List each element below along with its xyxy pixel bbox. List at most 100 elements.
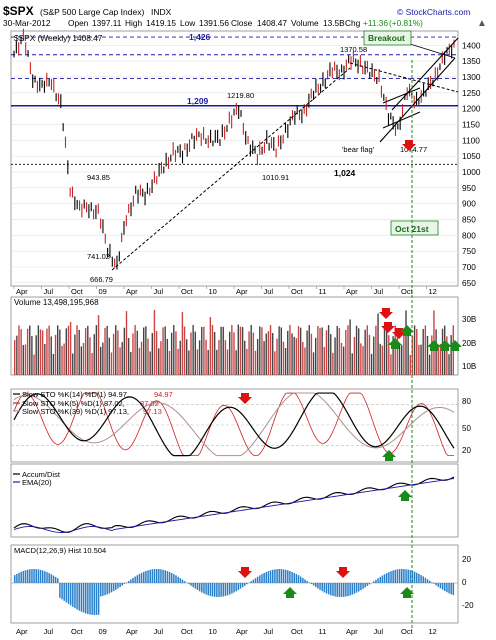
macd-hist-bar (33, 569, 35, 583)
volume-bar (65, 328, 67, 375)
macd-hist-bar (289, 571, 291, 583)
volume-bar (233, 332, 235, 375)
volume-bar (31, 336, 33, 375)
chg-value: +11.36 (363, 18, 388, 28)
sell-arrow-icon (238, 393, 252, 404)
chg-pct: (+0.81%) (389, 18, 423, 28)
macd-hist-bar (435, 583, 437, 586)
volume-bar (282, 341, 285, 375)
macd-hist-bar (151, 569, 154, 583)
high-label: High (125, 18, 142, 28)
volume-bar (394, 325, 396, 375)
volume-bar (198, 340, 201, 375)
volume-bar (170, 332, 173, 375)
volume-bar (37, 325, 40, 375)
bear-flag-lower (382, 111, 421, 129)
macd-hist-bar (278, 569, 280, 583)
volume-bar (24, 344, 27, 375)
macd-hist-bar (269, 570, 272, 583)
macd-hist-bar (252, 579, 255, 583)
volume-bar (183, 326, 186, 375)
volume-bar (39, 329, 42, 375)
volume-bar (248, 331, 250, 375)
volume-bar (192, 325, 194, 375)
macd-hist-bar (76, 583, 78, 610)
volume-bar (263, 341, 265, 375)
macd-hist-bar (452, 583, 455, 596)
volume-bar (291, 333, 293, 375)
volume-bar (201, 326, 203, 375)
sto-legend-14-value: 94.97 (154, 390, 173, 399)
volume-bar (16, 335, 18, 375)
volume-bar (222, 326, 224, 375)
volume-bar (196, 349, 199, 375)
volume-bar (147, 338, 149, 375)
volume-bar (84, 328, 87, 375)
date: 30-Mar-2012 (3, 18, 51, 28)
volume-bar (325, 330, 328, 375)
symbol: $SPX (3, 4, 34, 18)
volume-bar (69, 321, 72, 375)
volume-bar (306, 330, 308, 375)
macd-hist-bar (37, 569, 40, 583)
volume-bar (26, 328, 29, 375)
volume-bar (117, 330, 119, 375)
macd-hist-bar (20, 571, 22, 583)
macd-hist-bar (205, 583, 207, 595)
volume-bar (220, 326, 222, 375)
volume-bar (155, 331, 158, 375)
macd-hist-bar (302, 577, 304, 583)
volume-bar (22, 344, 24, 375)
macd-hist-bar (138, 574, 141, 583)
ad-panel (10, 463, 459, 538)
scroll-up-icon[interactable]: ▲ (477, 18, 487, 29)
macd-hist-bar (209, 583, 212, 596)
x-tick-label: Apr (236, 627, 248, 636)
volume-bar (74, 334, 76, 375)
macd-hist-bar (340, 583, 343, 597)
volume-bar (342, 346, 345, 375)
macd-hist-bar (233, 583, 235, 593)
volume-bar (149, 351, 151, 375)
sto-tick-80: 80 (462, 397, 471, 406)
macd-hist-bar (420, 575, 422, 583)
sell-arrow-icon (381, 322, 395, 333)
volume-bar (269, 325, 272, 375)
macd-hist-bar (256, 576, 259, 583)
volume-bar (439, 344, 442, 375)
price-tick-label: 650 (462, 278, 476, 288)
macd-hist-bar (123, 583, 126, 585)
x-tick-label: Apr (126, 627, 138, 636)
channel-lower-line (379, 57, 456, 143)
volume-bar (428, 354, 431, 375)
macd-hist-bar (332, 583, 334, 596)
macd-hist-bar (54, 576, 57, 583)
macd-hist-bar (57, 578, 59, 583)
volume-bar (345, 329, 347, 375)
sell-arrow-icon (336, 567, 350, 578)
volume-bar (403, 329, 405, 375)
volume-bar (18, 325, 20, 375)
volume-bar (392, 336, 394, 375)
volume-bar (366, 325, 368, 375)
x-tick-label: Apr (236, 287, 248, 296)
macd-hist-bar (183, 581, 186, 583)
macd-hist-bar (312, 583, 315, 586)
sto-legend-39-value: 97.13 (143, 407, 162, 416)
volume-bar (334, 337, 336, 375)
macd-hist-bar (355, 583, 358, 593)
volume-bar (35, 335, 37, 375)
low-value: 1391.56 (199, 18, 229, 28)
x-tick-label: Oct (181, 287, 194, 296)
macd-hist-bar (413, 571, 416, 583)
volume-bar (160, 341, 162, 375)
macd-hist-bar (448, 583, 450, 594)
volume-bar (218, 339, 220, 375)
level-label-1209: 1,209 (187, 96, 209, 106)
volume-bar (244, 340, 246, 375)
price-tick-label: 1150 (462, 119, 480, 129)
macd-hist-bar (97, 583, 100, 615)
macd-hist-bar (293, 572, 295, 583)
volume-bar (349, 319, 351, 375)
volume-bar (226, 349, 229, 375)
